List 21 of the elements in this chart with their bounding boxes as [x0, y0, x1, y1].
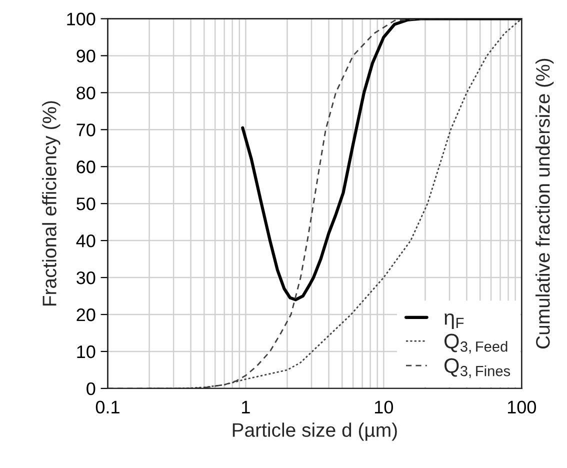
x-tick-label: 1: [242, 400, 250, 414]
y-tick-label: 10: [77, 345, 96, 358]
y-axis-title: Fractional efficiency (%): [42, 101, 60, 306]
y-tick-label: 70: [76, 124, 96, 136]
y-tick-label: 0: [86, 382, 96, 396]
x-tick-label: 10: [375, 400, 394, 414]
legend-label: η$_{F}$: [444, 313, 464, 329]
y-tick-label: 50: [76, 198, 96, 210]
y-tick-label: 60: [76, 160, 96, 174]
x-tick-label: 100: [508, 400, 536, 414]
y-tick-label: 90: [76, 50, 96, 62]
x-tick-label: 0.1: [96, 400, 120, 414]
y2-axis-title: Cumulative fraction undersize (%): [536, 58, 554, 348]
x-axis-title: Particle size d (µm): [232, 422, 397, 441]
y-tick-label: 40: [76, 234, 96, 248]
y-tick-label: 80: [76, 86, 96, 100]
y-tick-label: 100: [67, 12, 96, 26]
y-tick-label: 30: [76, 271, 96, 284]
y-tick-label: 20: [76, 308, 96, 322]
legend-label: Q$_{3,Fines}$: [444, 358, 510, 378]
legend-label: Q$_{3,Feed}$: [444, 334, 508, 354]
